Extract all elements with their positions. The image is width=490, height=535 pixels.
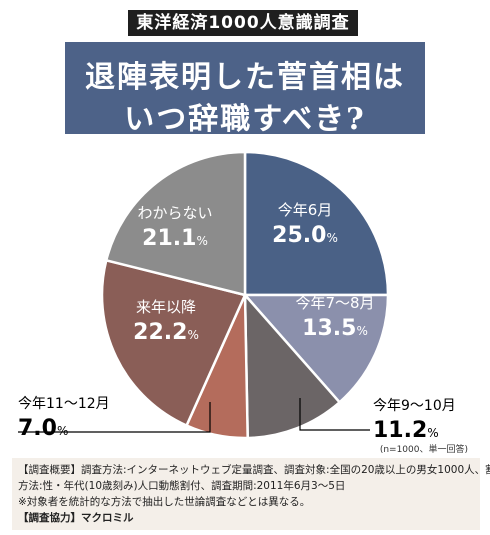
notes-line-2: 方法:性・年代(10歳刻み)人口動態割付、調査期間:2011年6月3～5日 — [18, 480, 346, 492]
pie-slice — [243, 150, 390, 297]
slice-label: 今年11～12月 — [18, 396, 110, 412]
slice-label: 今年7～8月 — [295, 294, 374, 312]
survey-badge: 東洋経済1000人意識調査 — [128, 10, 358, 36]
pie-slice — [104, 150, 247, 297]
notes-line-3: ※対象者を統計的な方法で抽出した世論調査などとは異なる。 — [18, 496, 311, 508]
slice-label: 来年以降 — [136, 298, 196, 316]
notes-line-1: 【調査概要】調査方法:インターネットウェブ定量調査、調査対象:全国の20歳以上の… — [18, 464, 490, 476]
survey-notes: 【調査概要】調査方法:インターネットウェブ定量調査、調査対象:全国の20歳以上の… — [12, 458, 490, 530]
notes-line-4: 【調査協力】マクロミル — [18, 512, 134, 524]
slice-value-label: 7.0% — [18, 416, 68, 441]
slice-value-label: 11.2% — [373, 418, 439, 443]
pie-slice — [243, 291, 342, 440]
title-band: 退陣表明した菅首相は いつ辞職すべき? — [65, 42, 425, 137]
chart-title-line1: 退陣表明した菅首相は — [85, 60, 405, 95]
slice-label: わからない — [137, 204, 212, 222]
slice-label: 今年9～10月 — [373, 398, 456, 414]
slice-label: 今年6月 — [278, 201, 333, 219]
callout-line — [299, 398, 370, 431]
sample-size-note: (n=1000、単一回答) — [379, 445, 468, 455]
pie-slice — [242, 293, 390, 405]
callout-line — [18, 402, 211, 433]
slice-value-label: 13.5% — [302, 316, 368, 341]
chart-title-line2: いつ辞職すべき? — [124, 102, 366, 137]
pie-slice — [100, 258, 247, 428]
